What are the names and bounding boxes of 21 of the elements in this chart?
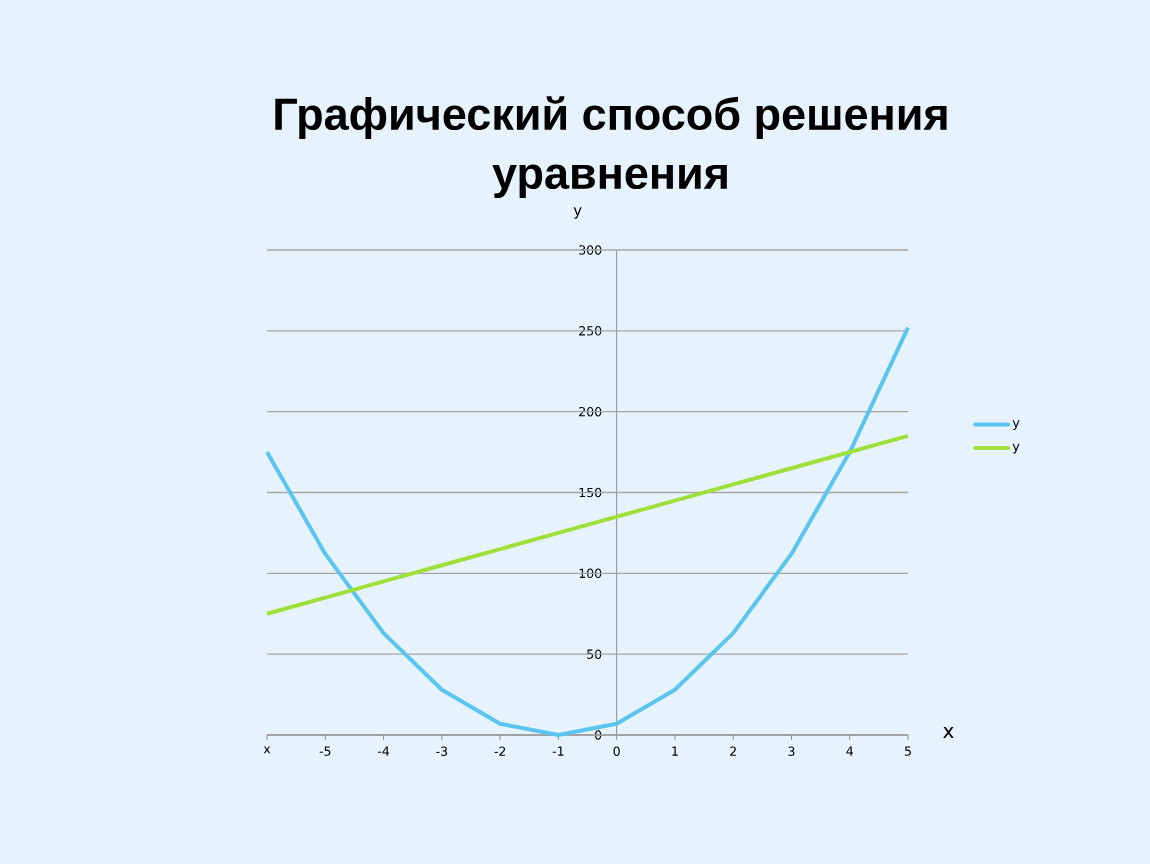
x-tick-label: -2 xyxy=(494,746,506,756)
y-tick-label: 300 xyxy=(579,245,602,255)
legend-label: y xyxy=(1012,420,1020,430)
x-tick-label: -5 xyxy=(319,746,331,756)
x-tick-label: 0 xyxy=(613,746,620,756)
x-tick-label: 5 xyxy=(904,746,911,756)
y-tick-label: 250 xyxy=(579,326,602,336)
x-tick-label: x xyxy=(263,746,271,754)
legend-label: y xyxy=(1012,443,1020,454)
x-tick-label: -4 xyxy=(377,746,390,756)
y-axis-title: у xyxy=(573,207,582,219)
chart-title: Графический способ решения уравнения xyxy=(275,96,947,199)
x-tick-label: -3 xyxy=(436,746,448,756)
x-tick-label: -1 xyxy=(552,746,564,756)
x-axis-title: х xyxy=(943,727,954,738)
x-tick-label: 1 xyxy=(672,746,678,756)
x-tick-label: 4 xyxy=(846,746,854,756)
y-tick-label: 0 xyxy=(594,730,602,740)
y-tick-label: 50 xyxy=(587,649,602,659)
x-tick-label: 2 xyxy=(730,746,736,756)
x-tick-label: 3 xyxy=(788,746,795,756)
